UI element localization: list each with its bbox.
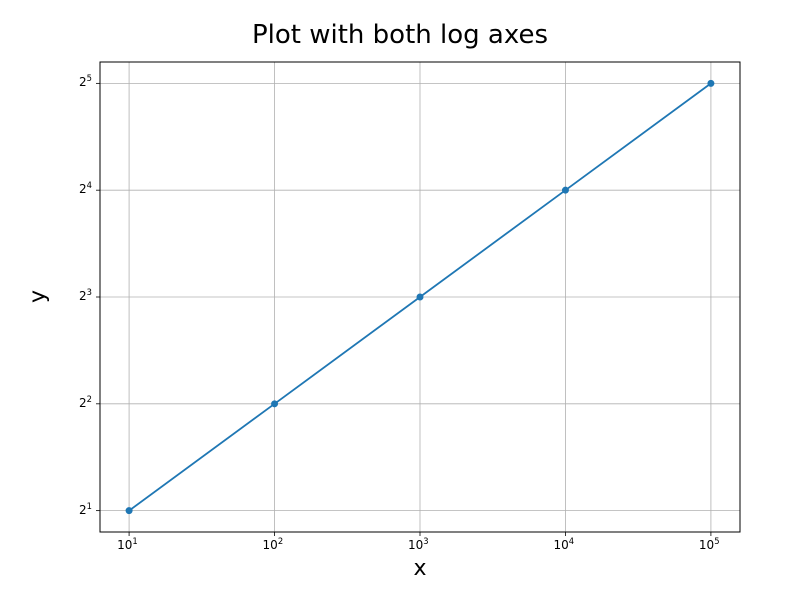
x-tick-label: 104 xyxy=(553,538,574,552)
x-tick-label: 101 xyxy=(117,538,138,552)
y-tick-label: 21 xyxy=(79,503,92,517)
x-tick-label: 103 xyxy=(408,538,429,552)
y-tick-label: 23 xyxy=(79,289,92,303)
x-tick-label: 105 xyxy=(699,538,720,552)
plot-svg xyxy=(0,0,800,600)
y-tick-label: 24 xyxy=(79,182,92,196)
y-tick-label: 22 xyxy=(79,396,92,410)
chart-canvas: Plot with both log axes y x 101102103104… xyxy=(0,0,800,600)
y-tick-label: 25 xyxy=(79,75,92,89)
x-tick-label: 102 xyxy=(263,538,284,552)
